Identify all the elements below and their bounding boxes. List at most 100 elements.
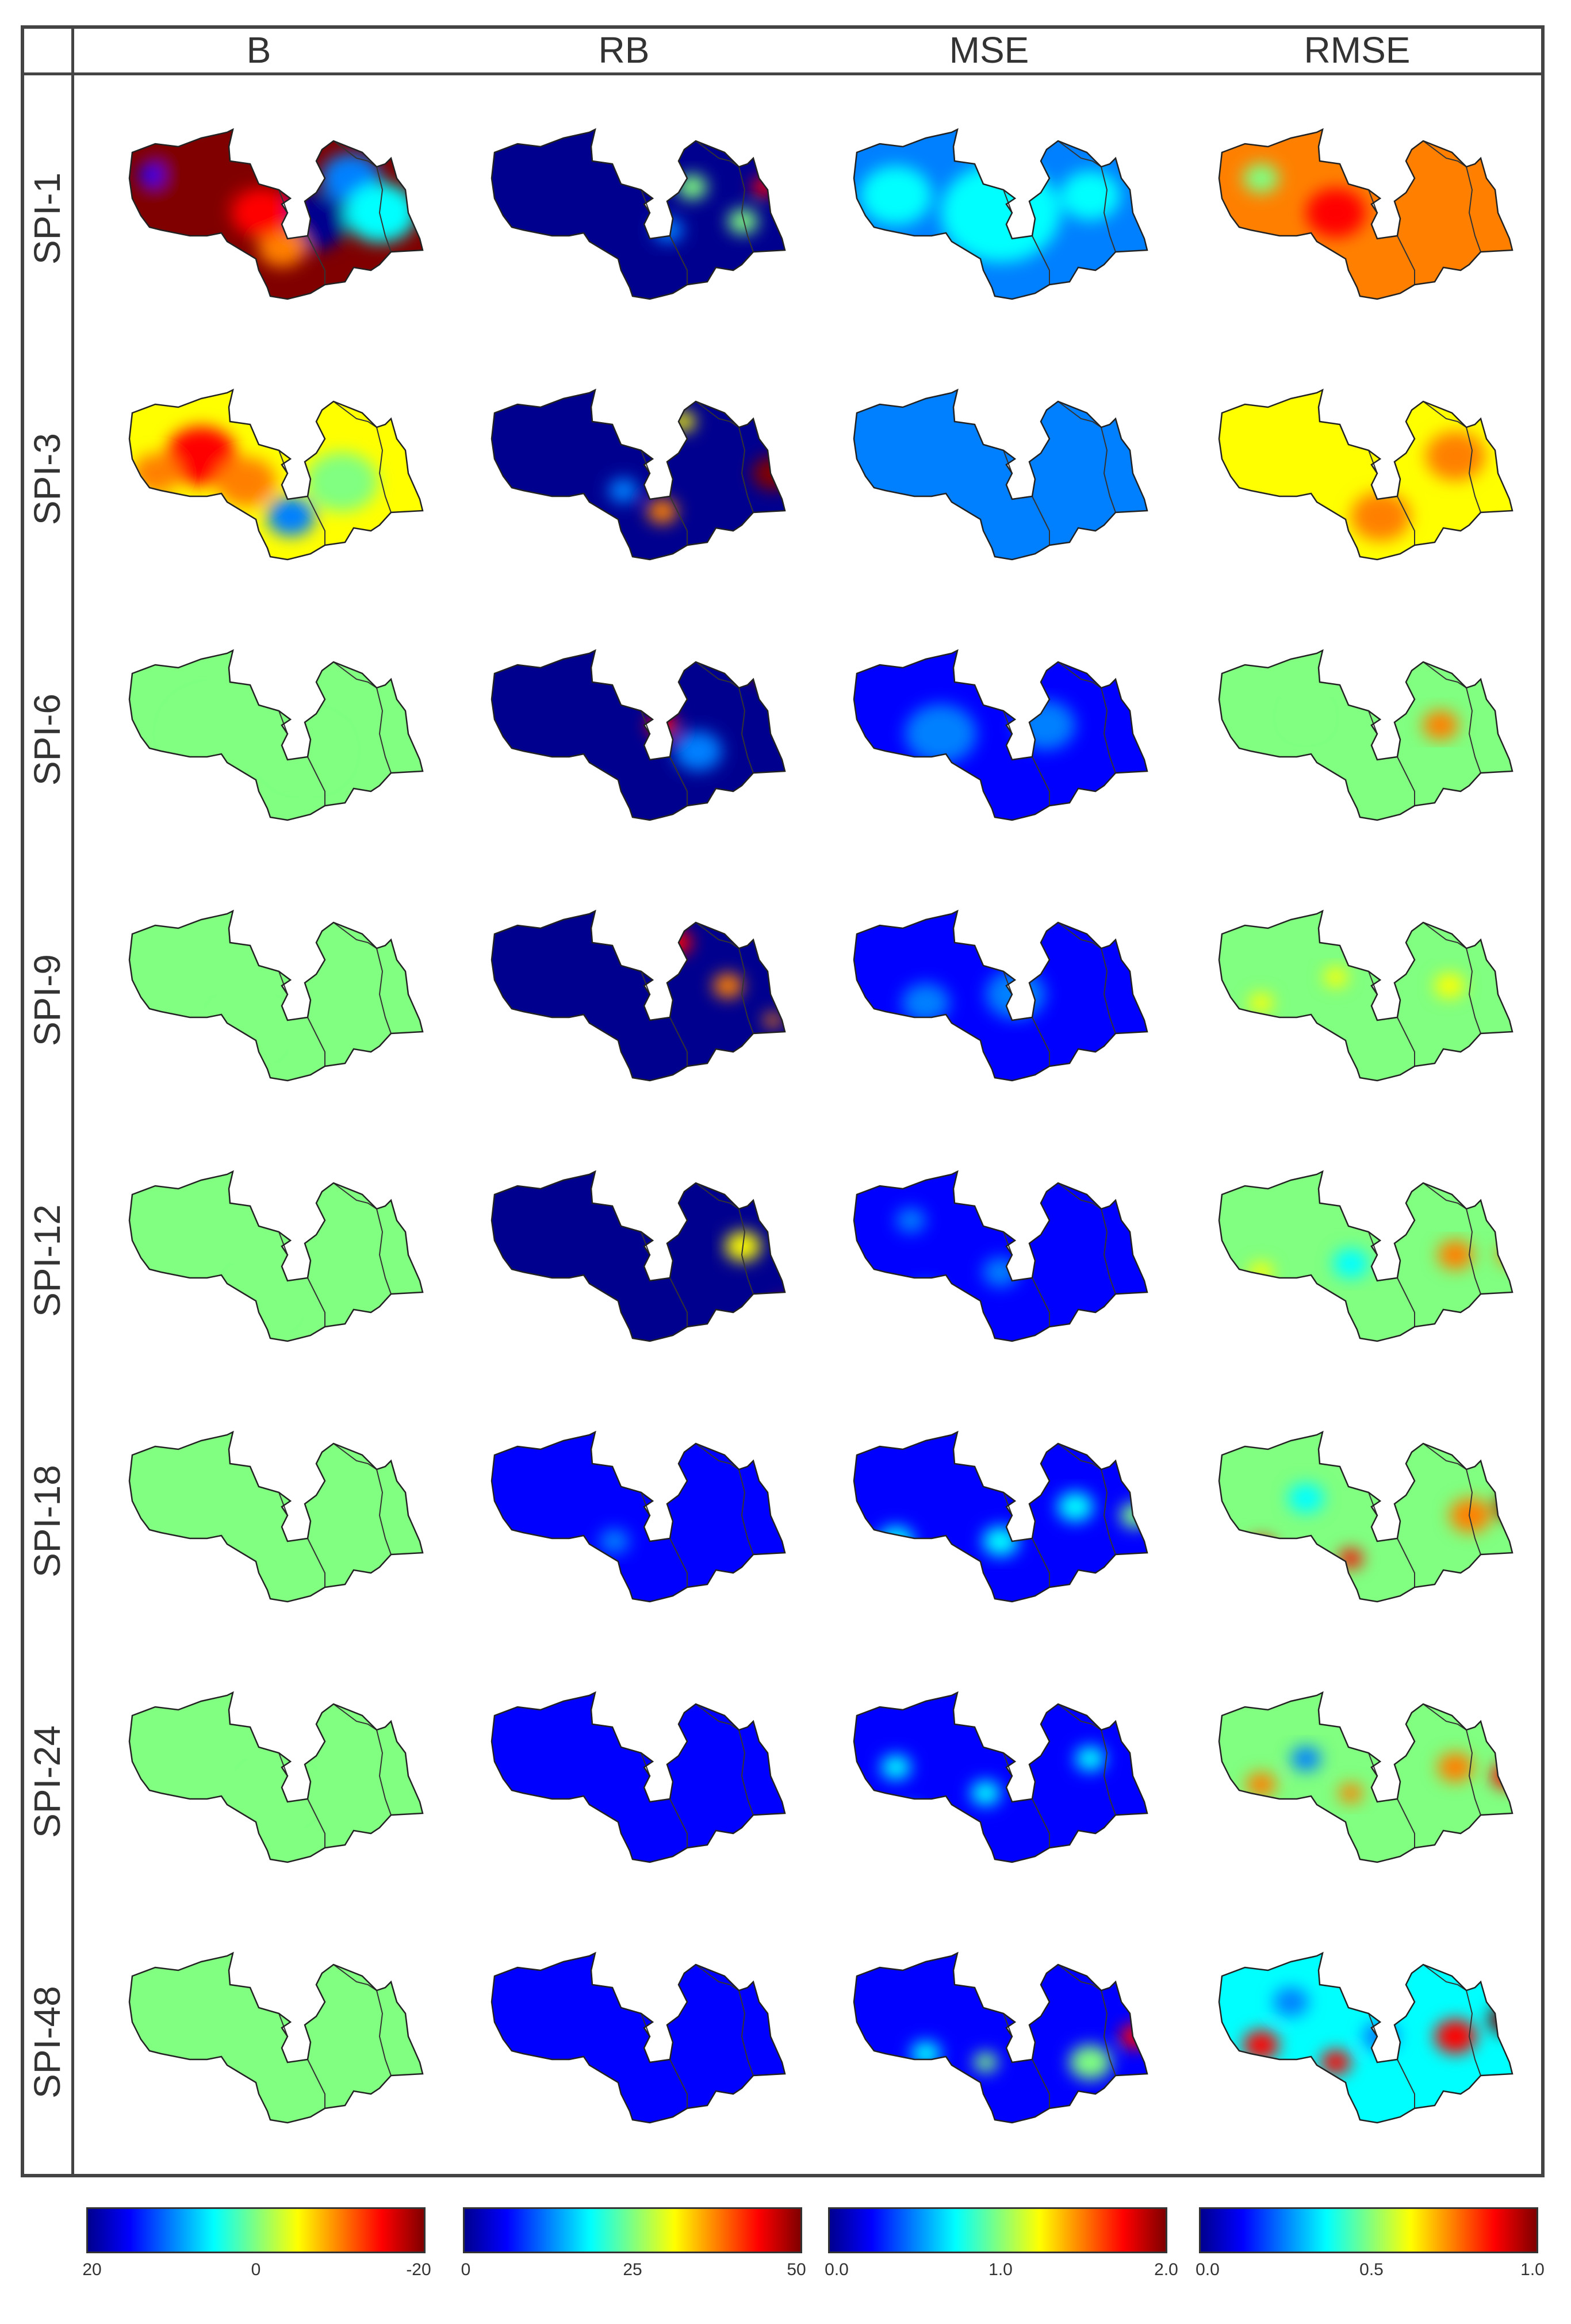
map-field-blob <box>141 141 231 216</box>
map-field-blob <box>1249 993 1273 1013</box>
region-boundary <box>738 1990 754 2076</box>
region-boundary <box>1101 1208 1116 1295</box>
map-field-blob <box>1332 1249 1369 1278</box>
region-boundary <box>1466 687 1481 774</box>
region-boundary <box>1032 1277 1050 1327</box>
state-outline <box>128 649 424 821</box>
map-field-base <box>492 1432 785 1602</box>
map-field-blob <box>878 1526 914 1556</box>
map-rmse-spi-9 <box>1205 879 1527 1104</box>
region-boundary <box>1101 1990 1116 2076</box>
region-boundary <box>307 756 325 806</box>
row-title-spi-18: SPI-18 <box>26 1465 68 1578</box>
state-outline <box>491 909 786 1082</box>
region-boundary <box>1397 756 1415 806</box>
map-field-blob <box>713 973 743 998</box>
region-boundary <box>1101 687 1116 774</box>
state-outline <box>1218 1170 1513 1342</box>
region-boundary <box>738 948 754 1034</box>
map-field-blob <box>656 1500 692 1530</box>
region-boundary <box>669 496 688 545</box>
state-outline <box>1218 388 1513 561</box>
map-field-blob <box>1434 2019 1477 2054</box>
colorbar-rb-tick-min: 0 <box>461 2260 471 2279</box>
colorbar-mse-tick-mid: 1.0 <box>988 2260 1013 2279</box>
map-field-blob <box>306 452 378 512</box>
map-field-blob <box>267 496 315 537</box>
map-b-spi-1 <box>115 98 437 322</box>
map-field-blob <box>1351 492 1411 541</box>
region-boundary <box>1032 496 1050 545</box>
map-field-blob <box>638 1729 668 1754</box>
map-field-blob <box>749 653 785 683</box>
map-field-base <box>129 1171 423 1341</box>
region-boundary <box>376 427 392 513</box>
map-field-blob <box>773 1299 785 1314</box>
map-field-blob <box>911 2041 941 2066</box>
region-boundary <box>307 1798 325 1848</box>
map-field-blob <box>1491 1763 1512 1789</box>
map-field-blob <box>764 1013 782 1028</box>
row-label-divider <box>71 25 74 2177</box>
region-boundary <box>738 427 754 513</box>
region-boundary <box>738 687 754 774</box>
header-divider <box>21 72 1545 75</box>
row-title-spi-9: SPI-9 <box>26 954 68 1047</box>
state-outline <box>128 128 424 300</box>
colorbar-mse <box>828 2207 1167 2253</box>
map-rmse-spi-12 <box>1205 1140 1527 1364</box>
map-field-blob <box>905 704 977 764</box>
map-field-base <box>492 1693 785 1862</box>
map-field-base <box>854 1953 1147 2123</box>
state-outline <box>853 128 1148 300</box>
state-outline <box>491 1691 786 1863</box>
map-mse-spi-3 <box>840 358 1162 583</box>
map-field-blob <box>1120 2024 1147 2049</box>
map-field-blob <box>881 1755 911 1780</box>
map-mse-spi-6 <box>840 619 1162 843</box>
map-field-base <box>1219 911 1512 1081</box>
map-rmse-spi-1 <box>1205 98 1527 322</box>
map-field-blob <box>1246 1537 1276 1563</box>
state-outline <box>853 388 1148 561</box>
map-field-blob <box>216 1004 276 1054</box>
state-outline <box>491 1951 786 2124</box>
map-field-blob <box>1404 183 1477 243</box>
map-field-blob <box>1434 973 1465 998</box>
map-b-spi-12 <box>115 1140 437 1364</box>
region-boundary <box>669 1277 688 1327</box>
region-boundary <box>1466 1469 1481 1555</box>
region-boundary <box>1466 1208 1481 1295</box>
map-field-base <box>492 129 785 299</box>
state-outline <box>128 1691 424 1863</box>
map-field-blob <box>1246 1772 1276 1797</box>
region-boundary <box>376 687 392 774</box>
map-field-blob <box>231 1273 291 1323</box>
colorbar-b <box>86 2207 426 2253</box>
map-field-base <box>1219 1171 1512 1341</box>
state-outline <box>853 1951 1148 2124</box>
region-boundary <box>738 1469 754 1555</box>
map-field-blob <box>971 1781 1001 1806</box>
row-title-spi-6: SPI-6 <box>26 693 68 786</box>
region-boundary <box>1466 166 1481 252</box>
map-field-blob <box>896 1806 926 1832</box>
region-boundary <box>1032 1017 1050 1066</box>
colorbar-b-tick-max: -20 <box>406 2260 431 2279</box>
map-field-blob <box>1426 431 1485 481</box>
colorbar-rb <box>463 2207 802 2253</box>
map-field-blob <box>1437 1752 1474 1782</box>
map-b-spi-24 <box>115 1661 437 1885</box>
region-boundary <box>376 1469 392 1555</box>
region-boundary <box>307 1277 325 1327</box>
map-field-blob <box>231 188 291 238</box>
map-field-base <box>492 390 785 560</box>
map-field-base <box>1219 650 1512 820</box>
map-field-blob <box>1069 2044 1112 2080</box>
map-field-blob <box>1291 1746 1321 1771</box>
region-boundary <box>1101 948 1116 1034</box>
colorbar-mse-tick-min: 0.0 <box>825 2260 849 2279</box>
map-field-base <box>854 1432 1147 1602</box>
map-field-blob <box>653 217 683 243</box>
region-boundary <box>669 1017 688 1066</box>
